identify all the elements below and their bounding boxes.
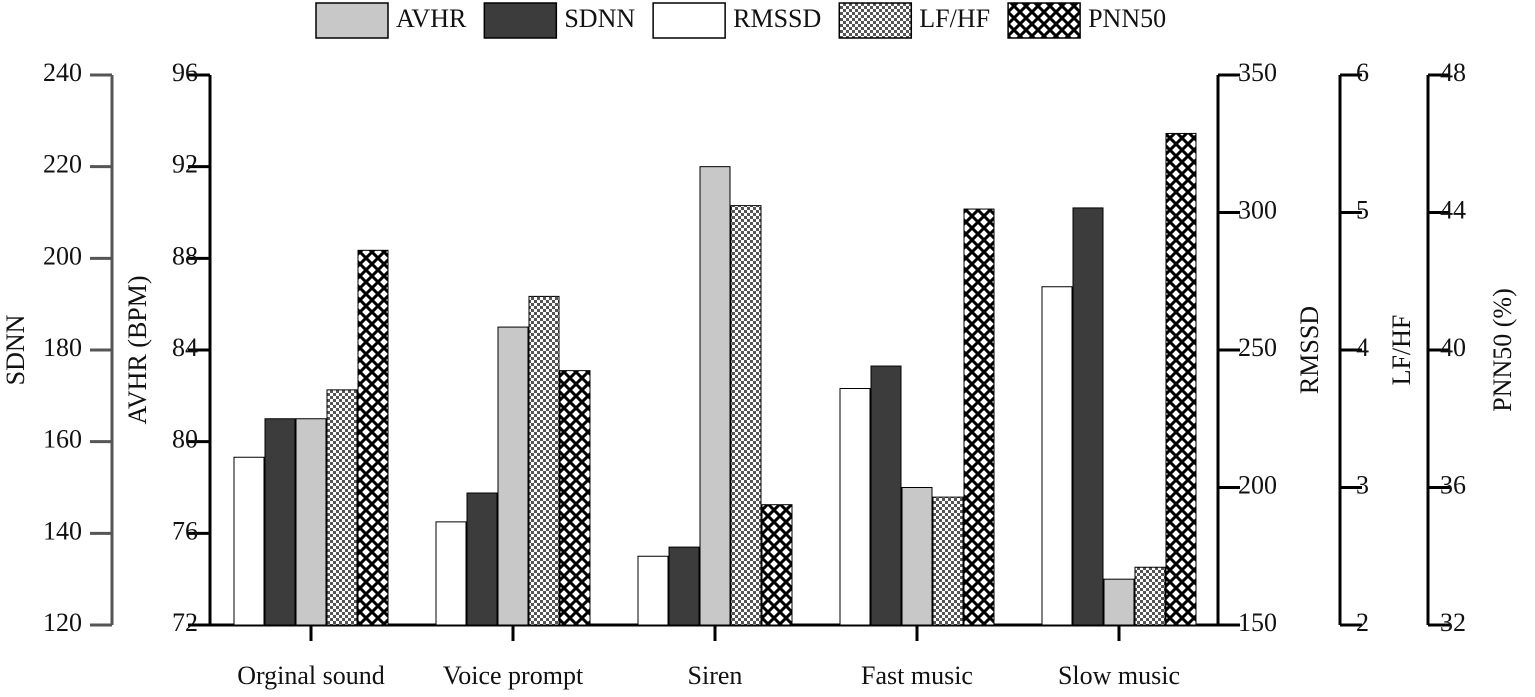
x-tick-label: Voice prompt — [443, 661, 584, 690]
y-tick-label: 96 — [172, 58, 198, 87]
bar — [699, 166, 731, 626]
bar — [1134, 566, 1166, 626]
bar — [761, 504, 793, 626]
bar — [901, 487, 933, 626]
legend-label: SDNN — [564, 4, 635, 33]
legend-label: AVHR — [396, 4, 467, 33]
y-tick-label: 160 — [43, 425, 82, 454]
axis-title: SDNN — [1, 314, 30, 385]
y-tick-label: 5 — [1356, 195, 1369, 224]
x-tick-label: Siren — [688, 661, 743, 690]
y-tick-label: 350 — [1238, 58, 1277, 87]
bar — [870, 365, 902, 626]
y-tick-label: 48 — [1440, 58, 1466, 87]
y-tick-label: 72 — [172, 608, 198, 637]
bar — [1072, 207, 1104, 626]
y-tick-label: 140 — [43, 516, 82, 545]
y-tick-label: 40 — [1440, 333, 1466, 362]
bar — [466, 492, 498, 626]
x-tick-label: Slow music — [1058, 661, 1180, 690]
y-tick-label: 88 — [172, 241, 198, 270]
y-tick-label: 3 — [1356, 470, 1369, 499]
bar — [963, 208, 995, 626]
bar — [295, 418, 327, 626]
bar — [637, 555, 669, 626]
y-tick-label: 4 — [1356, 333, 1369, 362]
y-tick-label: 36 — [1440, 470, 1466, 499]
bar — [264, 418, 296, 626]
legend-swatch — [652, 2, 726, 39]
bar — [357, 249, 389, 626]
bar — [1103, 578, 1135, 626]
bar — [233, 456, 265, 626]
y-tick-label: 44 — [1440, 195, 1466, 224]
y-tick-label: 200 — [43, 241, 82, 270]
y-tick-label: 2 — [1356, 608, 1369, 637]
bar — [1165, 132, 1197, 626]
y-tick-label: 150 — [1238, 608, 1277, 637]
legend-swatch — [1007, 2, 1081, 39]
axis-title: PNN50 (%) — [1488, 288, 1517, 412]
bar — [559, 370, 591, 626]
y-tick-label: 200 — [1238, 470, 1277, 499]
bar — [932, 496, 964, 626]
legend-swatch — [315, 2, 389, 39]
axis-title: RMSSD — [1295, 306, 1324, 394]
legend-label: PNN50 — [1088, 4, 1166, 33]
y-tick-label: 92 — [172, 150, 198, 179]
y-tick-label: 220 — [43, 150, 82, 179]
y-tick-label: 250 — [1238, 333, 1277, 362]
legend-swatch — [838, 2, 913, 39]
bar — [668, 546, 700, 626]
bar — [326, 389, 358, 626]
bar — [497, 326, 529, 626]
bar — [730, 205, 762, 626]
y-tick-label: 240 — [43, 58, 82, 87]
bar — [839, 388, 871, 626]
legend-label: RMSSD — [733, 4, 821, 33]
x-tick-label: Fast music — [861, 661, 973, 690]
bar — [1041, 286, 1073, 626]
y-tick-label: 84 — [172, 333, 198, 362]
y-tick-label: 80 — [172, 425, 198, 454]
y-tick-label: 120 — [43, 608, 82, 637]
y-tick-label: 300 — [1238, 195, 1277, 224]
y-tick-label: 180 — [43, 333, 82, 362]
x-tick-label: Orginal sound — [237, 661, 385, 690]
y-tick-label: 76 — [172, 516, 198, 545]
y-tick-label: 6 — [1356, 58, 1369, 87]
bar — [528, 295, 560, 626]
axis-title: LF/HF — [1387, 315, 1416, 386]
legend-label: LF/HF — [919, 4, 990, 33]
bar — [435, 521, 467, 626]
axis-title: AVHR (BPM) — [123, 275, 152, 424]
y-tick-label: 32 — [1440, 608, 1466, 637]
legend-swatch — [483, 2, 558, 39]
